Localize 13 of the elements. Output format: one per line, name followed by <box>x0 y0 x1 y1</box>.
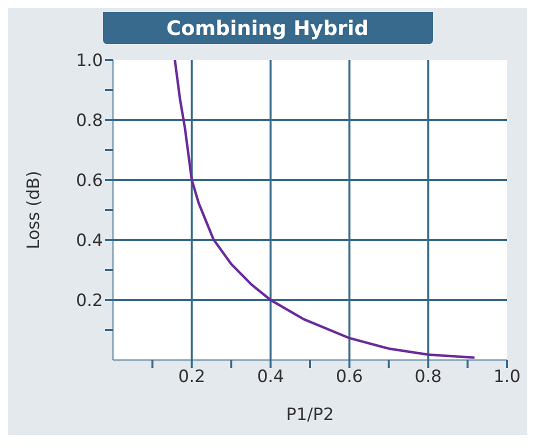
y-tick-label: 0.2 <box>76 291 103 312</box>
y-tick-label: 0.6 <box>76 171 103 192</box>
y-tick-label: 1.0 <box>76 51 103 72</box>
y-tick-label: 0.8 <box>76 111 103 132</box>
x-axis-title: P1/P2 <box>286 405 334 425</box>
y-axis-title: Loss (dB) <box>24 170 44 250</box>
x-tick-label: 0.2 <box>178 367 206 388</box>
chart-title: Combining Hybrid <box>102 12 432 44</box>
y-tick-label: 0.4 <box>76 231 103 252</box>
x-tick-label: 0.8 <box>414 367 442 388</box>
x-tick-label: 1.0 <box>493 367 521 388</box>
x-tick-label: 0.4 <box>257 367 284 388</box>
x-tick-label: 0.6 <box>336 367 363 388</box>
